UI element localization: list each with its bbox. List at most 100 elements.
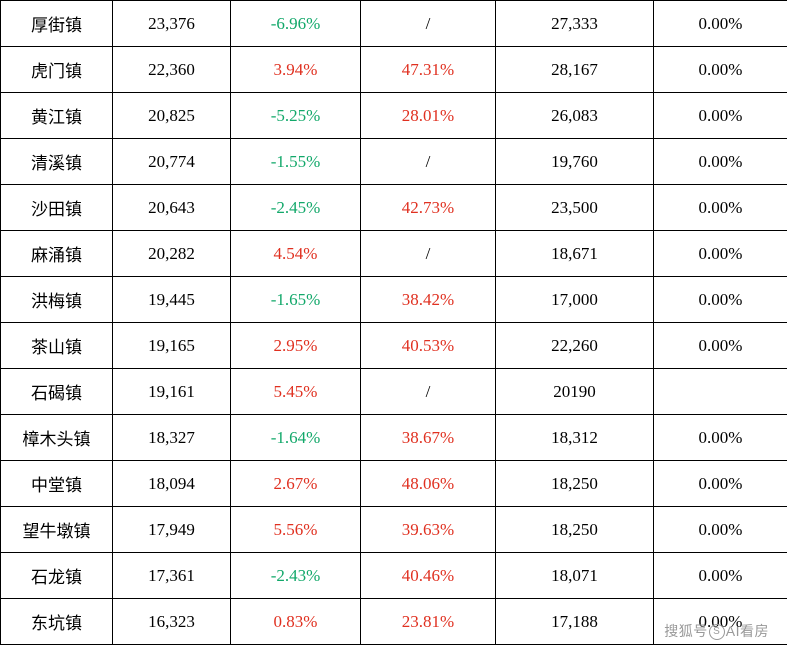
cell-col5: 0.00% bbox=[654, 139, 787, 185]
cell-col2: -1.65% bbox=[231, 277, 361, 323]
cell-col5: 0.00% bbox=[654, 93, 787, 139]
cell-col4: 17,188 bbox=[496, 599, 654, 645]
cell-col5: 0.00% bbox=[654, 231, 787, 277]
cell-col2: 4.54% bbox=[231, 231, 361, 277]
table-row: 洪梅镇19,445-1.65%38.42%17,0000.00% bbox=[1, 277, 787, 323]
watermark-prefix: 搜狐号 bbox=[664, 623, 708, 639]
cell-col5: 0.00% bbox=[654, 47, 787, 93]
cell-col3: 38.67% bbox=[361, 415, 496, 461]
cell-name: 沙田镇 bbox=[1, 185, 113, 231]
cell-col3: / bbox=[361, 139, 496, 185]
table-row: 沙田镇20,643-2.45%42.73%23,5000.00% bbox=[1, 185, 787, 231]
cell-name: 麻涌镇 bbox=[1, 231, 113, 277]
cell-name: 厚街镇 bbox=[1, 1, 113, 47]
cell-col5: 0.00% bbox=[654, 553, 787, 599]
cell-col5: 0.00% bbox=[654, 1, 787, 47]
cell-col2: -2.45% bbox=[231, 185, 361, 231]
cell-col3: 28.01% bbox=[361, 93, 496, 139]
data-table-container: 厚街镇23,376-6.96%/27,3330.00%虎门镇22,3603.94… bbox=[0, 0, 787, 645]
cell-name: 石碣镇 bbox=[1, 369, 113, 415]
cell-col2: 0.83% bbox=[231, 599, 361, 645]
table-row: 厚街镇23,376-6.96%/27,3330.00% bbox=[1, 1, 787, 47]
cell-name: 东坑镇 bbox=[1, 599, 113, 645]
cell-col3: 48.06% bbox=[361, 461, 496, 507]
table-row: 石碣镇19,1615.45%/20190 bbox=[1, 369, 787, 415]
watermark-suffix: AI看房 bbox=[726, 623, 769, 639]
table-row: 樟木头镇18,327-1.64%38.67%18,3120.00% bbox=[1, 415, 787, 461]
cell-col4: 22,260 bbox=[496, 323, 654, 369]
cell-col1: 17,361 bbox=[113, 553, 231, 599]
cell-col2: 5.56% bbox=[231, 507, 361, 553]
cell-col3: 39.63% bbox=[361, 507, 496, 553]
cell-name: 虎门镇 bbox=[1, 47, 113, 93]
cell-col4: 18,071 bbox=[496, 553, 654, 599]
cell-col1: 20,643 bbox=[113, 185, 231, 231]
cell-col2: -2.43% bbox=[231, 553, 361, 599]
table-row: 黄江镇20,825-5.25%28.01%26,0830.00% bbox=[1, 93, 787, 139]
table-row: 茶山镇19,1652.95%40.53%22,2600.00% bbox=[1, 323, 787, 369]
cell-col5: 0.00% bbox=[654, 277, 787, 323]
table-row: 清溪镇20,774-1.55%/19,7600.00% bbox=[1, 139, 787, 185]
cell-col2: 2.67% bbox=[231, 461, 361, 507]
cell-col3: / bbox=[361, 231, 496, 277]
cell-col5: 0.00% bbox=[654, 461, 787, 507]
cell-name: 石龙镇 bbox=[1, 553, 113, 599]
cell-name: 樟木头镇 bbox=[1, 415, 113, 461]
cell-col2: -1.55% bbox=[231, 139, 361, 185]
cell-col1: 18,094 bbox=[113, 461, 231, 507]
cell-col2: 5.45% bbox=[231, 369, 361, 415]
cell-col3: 23.81% bbox=[361, 599, 496, 645]
cell-col3: 38.42% bbox=[361, 277, 496, 323]
cell-col4: 28,167 bbox=[496, 47, 654, 93]
cell-col1: 17,949 bbox=[113, 507, 231, 553]
cell-col1: 20,282 bbox=[113, 231, 231, 277]
cell-col1: 20,825 bbox=[113, 93, 231, 139]
cell-name: 黄江镇 bbox=[1, 93, 113, 139]
cell-name: 望牛墩镇 bbox=[1, 507, 113, 553]
cell-col4: 26,083 bbox=[496, 93, 654, 139]
cell-col2: -1.64% bbox=[231, 415, 361, 461]
cell-name: 清溪镇 bbox=[1, 139, 113, 185]
cell-col2: 3.94% bbox=[231, 47, 361, 93]
cell-col1: 22,360 bbox=[113, 47, 231, 93]
cell-col3: 40.46% bbox=[361, 553, 496, 599]
cell-col2: -5.25% bbox=[231, 93, 361, 139]
cell-col2: 2.95% bbox=[231, 323, 361, 369]
cell-col4: 18,671 bbox=[496, 231, 654, 277]
cell-col3: 47.31% bbox=[361, 47, 496, 93]
table-row: 虎门镇22,3603.94%47.31%28,1670.00% bbox=[1, 47, 787, 93]
cell-col1: 23,376 bbox=[113, 1, 231, 47]
cell-col1: 19,445 bbox=[113, 277, 231, 323]
table-row: 麻涌镇20,2824.54%/18,6710.00% bbox=[1, 231, 787, 277]
cell-col5: 0.00% bbox=[654, 185, 787, 231]
watermark-circle-icon: S bbox=[709, 624, 725, 640]
cell-col5: 0.00% bbox=[654, 507, 787, 553]
cell-col1: 18,327 bbox=[113, 415, 231, 461]
cell-col5: 0.00% bbox=[654, 323, 787, 369]
cell-name: 洪梅镇 bbox=[1, 277, 113, 323]
cell-col5 bbox=[654, 369, 787, 415]
cell-col4: 18,312 bbox=[496, 415, 654, 461]
price-table: 厚街镇23,376-6.96%/27,3330.00%虎门镇22,3603.94… bbox=[0, 0, 787, 645]
cell-col4: 27,333 bbox=[496, 1, 654, 47]
cell-col1: 19,165 bbox=[113, 323, 231, 369]
cell-col4: 23,500 bbox=[496, 185, 654, 231]
table-row: 中堂镇18,0942.67%48.06%18,2500.00% bbox=[1, 461, 787, 507]
cell-col3: 40.53% bbox=[361, 323, 496, 369]
cell-col1: 20,774 bbox=[113, 139, 231, 185]
cell-name: 茶山镇 bbox=[1, 323, 113, 369]
cell-col2: -6.96% bbox=[231, 1, 361, 47]
cell-name: 中堂镇 bbox=[1, 461, 113, 507]
cell-col4: 19,760 bbox=[496, 139, 654, 185]
cell-col3: / bbox=[361, 369, 496, 415]
cell-col5: 0.00% bbox=[654, 415, 787, 461]
cell-col1: 19,161 bbox=[113, 369, 231, 415]
watermark: 搜狐号SAI看房 bbox=[664, 621, 769, 641]
cell-col1: 16,323 bbox=[113, 599, 231, 645]
table-row: 石龙镇17,361-2.43%40.46%18,0710.00% bbox=[1, 553, 787, 599]
table-body: 厚街镇23,376-6.96%/27,3330.00%虎门镇22,3603.94… bbox=[1, 1, 787, 645]
cell-col3: 42.73% bbox=[361, 185, 496, 231]
cell-col3: / bbox=[361, 1, 496, 47]
table-row: 望牛墩镇17,9495.56%39.63%18,2500.00% bbox=[1, 507, 787, 553]
cell-col4: 17,000 bbox=[496, 277, 654, 323]
